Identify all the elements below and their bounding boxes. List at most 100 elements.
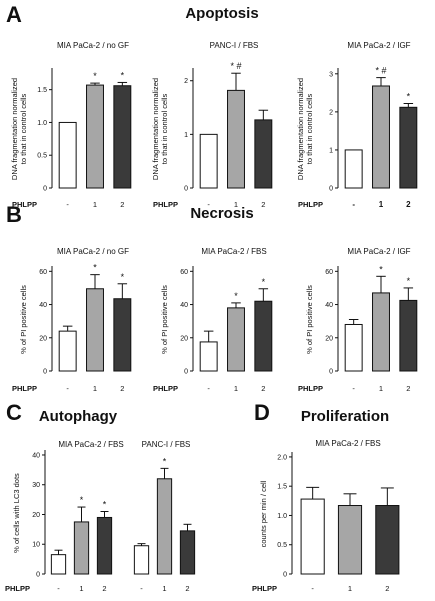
- y-tick-label: 0: [329, 186, 333, 193]
- category-label: 2: [406, 384, 410, 393]
- category-label: 2: [120, 200, 124, 209]
- y-tick-label: 1: [329, 147, 333, 154]
- category-label: 1: [379, 200, 384, 209]
- category-label: -: [352, 384, 355, 393]
- category-label: 1: [162, 584, 166, 593]
- y-tick-label: 0: [329, 369, 333, 376]
- bar: [399, 106, 418, 189]
- y-tick-label: 0: [184, 186, 188, 193]
- bar: [58, 121, 77, 189]
- bar: [227, 307, 245, 372]
- y-tick-label: 10: [32, 542, 40, 549]
- y-tick-label: 60: [325, 269, 333, 276]
- y-tick-label: 30: [32, 482, 40, 489]
- chart-title: MIA PaCa-2 / no GF: [57, 41, 129, 50]
- bar: [399, 299, 418, 372]
- y-tick-label: 40: [325, 302, 333, 309]
- y-tick-label: 20: [180, 335, 188, 342]
- chart-title: MIA PaCa-2 / FBS: [315, 439, 380, 448]
- category-label: -: [57, 584, 60, 593]
- chart-a1: MIA PaCa-2 / no GF 0 0.5 1.0 1.5 DNA fragment…: [10, 41, 132, 209]
- y-axis-label: DNA fragmentation normalized: [10, 78, 19, 180]
- bar: [50, 554, 67, 575]
- row-label-phlpp: PHLPP: [12, 200, 37, 209]
- category-label: 2: [102, 584, 106, 593]
- chart-title: MIA PaCa-2 / IGF: [347, 41, 410, 50]
- bar: [113, 298, 132, 372]
- category-label: 2: [261, 384, 265, 393]
- y-tick-label: 0: [283, 572, 287, 579]
- bar: [344, 149, 363, 189]
- y-axis-label: counts per min / cell: [259, 480, 268, 547]
- y-tick-label: 2: [329, 109, 333, 116]
- chart-b3: MIA PaCa-2 / IGF 0 20 40 60 % of PI positive …: [298, 247, 418, 393]
- bar: [156, 478, 173, 575]
- significance-mark: *: [163, 456, 167, 466]
- y-tick-label: 20: [325, 335, 333, 342]
- significance-mark: *: [407, 276, 411, 286]
- y-axis-label: % of cells with LC3 dots: [12, 473, 21, 553]
- bar: [337, 505, 363, 575]
- y-tick-label: 1.0: [277, 513, 287, 520]
- y-tick-label: 60: [39, 269, 47, 276]
- y-tick-label: 2.0: [277, 454, 287, 461]
- significance-mark: *: [103, 500, 107, 510]
- category-label: -: [66, 384, 69, 393]
- y-axis-label: to that in control cells: [160, 94, 169, 165]
- bar: [254, 300, 273, 372]
- bar: [199, 341, 218, 372]
- panel-letter-c: C: [6, 400, 22, 425]
- y-tick-label: 0.5: [277, 542, 287, 549]
- y-tick-label: 1: [184, 132, 188, 139]
- y-tick-label: 3: [329, 71, 333, 78]
- y-axis-label: DNA fragmentation normalized: [151, 78, 160, 180]
- y-tick-label: 2: [184, 78, 188, 85]
- category-label: -: [66, 200, 69, 209]
- category-label: 2: [385, 584, 389, 593]
- chart-title: MIA PaCa-2 / FBS: [201, 247, 266, 256]
- y-axis-label: DNA fragmentation normalized: [296, 78, 305, 180]
- row-label-phlpp: PHLPP: [153, 384, 178, 393]
- y-tick-label: 0: [43, 369, 47, 376]
- category-label: 2: [406, 200, 411, 209]
- category-label: 1: [93, 200, 97, 209]
- chart-c1: MIA PaCa-2 / FBS PANC-I / FBS 0 10 20 30 40 % o…: [5, 440, 196, 593]
- row-label-phlpp: PHLPP: [5, 584, 30, 593]
- category-label: 1: [93, 384, 97, 393]
- bar: [58, 330, 77, 372]
- y-tick-label: 1.5: [37, 87, 47, 94]
- chart-title: PANC-I / FBS: [210, 41, 259, 50]
- bar: [344, 323, 363, 372]
- category-label: 1: [234, 200, 238, 209]
- category-label: 1: [234, 384, 238, 393]
- chart-b1: MIA PaCa-2 / no GF 0 20 40 60 % of PI positiv…: [12, 247, 132, 393]
- significance-mark: *: [93, 71, 97, 81]
- y-axis-label: % of PI positive cells: [19, 285, 28, 354]
- bar: [372, 292, 390, 372]
- y-axis-label: to that in control cells: [305, 94, 314, 165]
- significance-mark: *: [121, 272, 125, 282]
- significance-mark: *: [379, 264, 383, 274]
- chart-title: PANC-I / FBS: [142, 440, 191, 449]
- panel-letter-a: A: [6, 2, 22, 27]
- significance-mark: *: [262, 277, 266, 287]
- panel-letter-d: D: [254, 400, 270, 425]
- category-label: 1: [348, 584, 352, 593]
- chart-title: MIA PaCa-2 / no GF: [57, 247, 129, 256]
- bar: [375, 505, 400, 575]
- row-label-phlpp: PHLPP: [252, 584, 277, 593]
- significance-mark: *: [234, 291, 238, 301]
- category-label: -: [140, 584, 143, 593]
- y-tick-label: 20: [32, 512, 40, 519]
- chart-title: MIA PaCa-2 / IGF: [347, 247, 410, 256]
- chart-a2: PANC-I / FBS 0 1 2 DNA fragmentation normali…: [151, 41, 273, 209]
- y-tick-label: 0: [184, 369, 188, 376]
- category-label: -: [311, 584, 314, 593]
- significance-mark: * #: [230, 61, 241, 71]
- bar: [300, 498, 325, 575]
- row-label-phlpp: PHLPP: [298, 200, 323, 209]
- y-axis-label: to that in control cells: [19, 94, 28, 165]
- row-label-phlpp: PHLPP: [12, 384, 37, 393]
- section-title-apoptosis: Apoptosis: [185, 5, 258, 22]
- bar: [96, 516, 113, 575]
